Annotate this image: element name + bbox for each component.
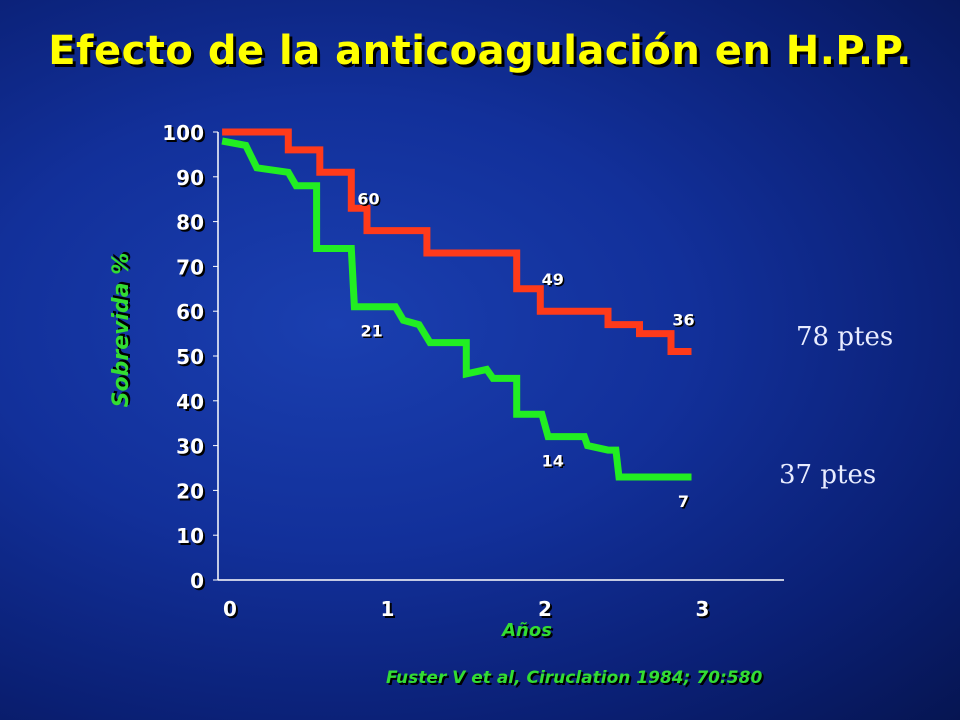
- y-tick-label-50: 50: [176, 345, 204, 369]
- chart-axes: [217, 132, 784, 581]
- y-tick-label-100-shadow: 100: [164, 123, 206, 147]
- legend-label-37: 37 ptes: [779, 460, 877, 490]
- y-tick-label-90: 90: [176, 166, 204, 190]
- x-tick-labels: 00 11 22 33: [223, 597, 711, 623]
- y-axis-title-group: Sobrevida % Sobrevida %: [109, 251, 136, 408]
- y-tick-label-70-shadow: 70: [178, 257, 206, 281]
- x-axis-title: Años: [500, 620, 552, 641]
- at-risk-label-s1-2-shadow: 7: [679, 493, 690, 512]
- at-risk-label-s0-1-shadow: 49: [543, 272, 565, 291]
- at-risk-label-s1-1: 14: [542, 452, 564, 471]
- y-tick-label-90-shadow: 90: [178, 168, 206, 192]
- x-tick-label-3-shadow: 3: [698, 599, 712, 623]
- y-tick-label-40: 40: [176, 390, 204, 414]
- y-tick-label-50-shadow: 50: [178, 347, 206, 371]
- x-tick-label-1-shadow: 1: [383, 599, 397, 623]
- y-tick-label-70: 70: [176, 255, 204, 279]
- at-risk-label-s1-0: 21: [360, 322, 382, 341]
- y-tick-label-30-shadow: 30: [178, 437, 206, 461]
- y-tick-label-80: 80: [176, 211, 204, 235]
- y-tick-label-10-shadow: 10: [178, 526, 206, 550]
- series-lines: [221, 128, 692, 481]
- at-risk-label-s0-2-shadow: 36: [674, 312, 696, 331]
- legend-label-78: 78 ptes: [796, 322, 894, 352]
- citation: Fuster V et al, Ciruclation 1984; 70:580: [386, 668, 763, 688]
- y-tick-label-20-shadow: 20: [178, 481, 206, 505]
- series-line-1: [221, 137, 692, 481]
- y-tick-label-0-shadow: 0: [192, 571, 206, 595]
- x-tick-label-0: 0: [223, 597, 237, 621]
- x-tick-label-0-shadow: 0: [225, 599, 239, 623]
- y-tick-label-0: 0: [190, 569, 204, 593]
- at-risk-label-s0-2: 36: [672, 311, 694, 330]
- y-tick-labels: 0010102020303040405050606070708080909010…: [162, 121, 218, 595]
- page-title: Efecto de la anticoagulación en H.P.P.: [48, 28, 912, 74]
- at-risk-label-s0-0-shadow: 60: [359, 191, 381, 210]
- y-tick-label-80-shadow: 80: [178, 213, 206, 237]
- x-tick-label-1: 1: [381, 597, 395, 621]
- x-axis-title-shadow: Años: [502, 622, 554, 643]
- y-tick-label-100: 100: [162, 121, 204, 145]
- y-tick-label-10: 10: [176, 524, 204, 548]
- x-tick-label-3: 3: [696, 597, 710, 621]
- series-line-0: [222, 128, 692, 355]
- y-axis-title: Sobrevida %: [109, 253, 134, 408]
- at-risk-label-s1-0-shadow: 21: [362, 323, 384, 342]
- y-tick-label-30: 30: [176, 435, 204, 459]
- at-risk-label-s0-1: 49: [542, 270, 564, 289]
- x-tick-label-2-shadow: 2: [540, 599, 554, 623]
- at-risk-label-s0-0: 60: [357, 190, 379, 209]
- y-axis-title-shadow: Sobrevida %: [111, 251, 136, 406]
- x-tick-label-2: 2: [538, 597, 552, 621]
- at-risk-label-s1-2: 7: [678, 492, 689, 511]
- y-tick-label-40-shadow: 40: [178, 392, 206, 416]
- y-tick-label-60-shadow: 60: [178, 302, 206, 326]
- at-risk-label-s1-1-shadow: 14: [543, 453, 565, 472]
- y-tick-label-60: 60: [176, 300, 204, 324]
- y-tick-label-20: 20: [176, 479, 204, 503]
